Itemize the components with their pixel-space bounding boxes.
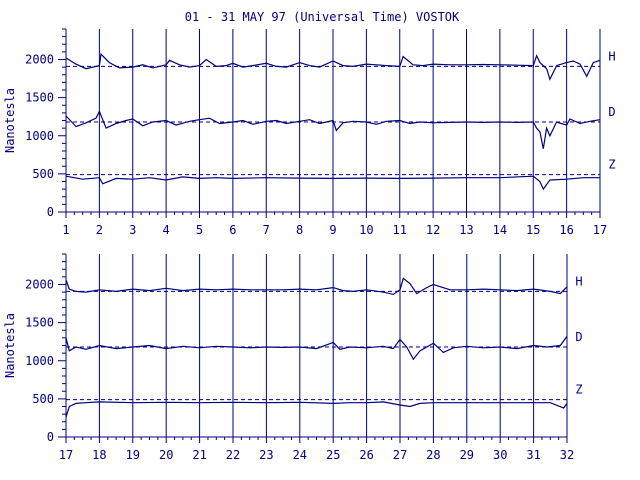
x-tick-label: 5 [196, 223, 203, 237]
series-line-z [65, 175, 600, 191]
y-axis-label: Nanotesla [3, 88, 17, 153]
panel-top: 1 2 3 4 5 6 7 8 9 10 11 12 13 14 15 16 17050010001500200… [3, 28, 616, 237]
x-tick-label: 21 [192, 448, 206, 462]
y-tick-label: 1000 [25, 129, 54, 143]
x-tick-label: 15 [526, 223, 540, 237]
series-label-z: Z [608, 158, 615, 172]
series-line-h [65, 52, 601, 81]
series-line-d [65, 109, 601, 149]
series-label-h: H [608, 49, 615, 63]
series-line-d [65, 336, 568, 361]
x-tick-label: 7 [263, 223, 270, 237]
y-tick-label: 1500 [25, 91, 54, 105]
figure-title: 01 - 31 MAY 97 (Universal Time) VOSTOK [185, 10, 460, 24]
y-tick-label: 500 [32, 167, 54, 181]
x-tick-label: 23 [259, 448, 273, 462]
x-tick-label: 2 [96, 223, 103, 237]
y-tick-label: 0 [47, 205, 54, 219]
x-tick-label: 17 [59, 448, 73, 462]
x-tick-label: 6 [229, 223, 236, 237]
x-tick-label: 24 [293, 448, 307, 462]
x-tick-label: 28 [426, 448, 440, 462]
x-tick-label: 18 [92, 448, 106, 462]
x-tick-label: 11 [393, 223, 407, 237]
x-tick-label: 16 [559, 223, 573, 237]
x-tick-label: 9 [329, 223, 336, 237]
y-axis-label: Nanotesla [3, 313, 17, 378]
y-tick-label: 1500 [25, 316, 54, 330]
x-tick-label: 22 [226, 448, 240, 462]
x-tick-label: 19 [126, 448, 140, 462]
x-tick-label: 8 [296, 223, 303, 237]
series-label-h: H [575, 274, 582, 288]
y-tick-label: 1000 [25, 354, 54, 368]
series-label-z: Z [575, 383, 582, 397]
y-tick-label: 2000 [25, 278, 54, 292]
x-tick-label: 25 [326, 448, 340, 462]
series-label-d: D [608, 105, 615, 119]
x-tick-label: 27 [393, 448, 407, 462]
y-tick-label: 500 [32, 392, 54, 406]
series-label-d: D [575, 330, 582, 344]
x-tick-label: 20 [159, 448, 173, 462]
x-tick-label: 14 [493, 223, 507, 237]
x-tick-label: 12 [426, 223, 440, 237]
y-tick-label: 0 [47, 430, 54, 444]
x-tick-label: 10 [359, 223, 373, 237]
panel-bottom: 17 18 19 20 21 22 23 24 25 26 27 28 29 30 31 32 0 500 1000… [3, 253, 583, 462]
x-tick-label: 4 [163, 223, 170, 237]
x-tick-label: 30 [493, 448, 507, 462]
x-tick-label: 17 [593, 223, 607, 237]
series-line-h [65, 277, 568, 296]
x-tick-label: 29 [460, 448, 474, 462]
x-tick-label: 13 [459, 223, 473, 237]
x-tick-label: 3 [129, 223, 136, 237]
x-tick-label: 1 [62, 223, 69, 237]
x-tick-label: 31 [526, 448, 540, 462]
y-tick-label: 2000 [25, 53, 54, 67]
series-line-z [65, 401, 568, 418]
x-tick-label: 26 [359, 448, 373, 462]
x-tick-label: 32 [560, 448, 574, 462]
